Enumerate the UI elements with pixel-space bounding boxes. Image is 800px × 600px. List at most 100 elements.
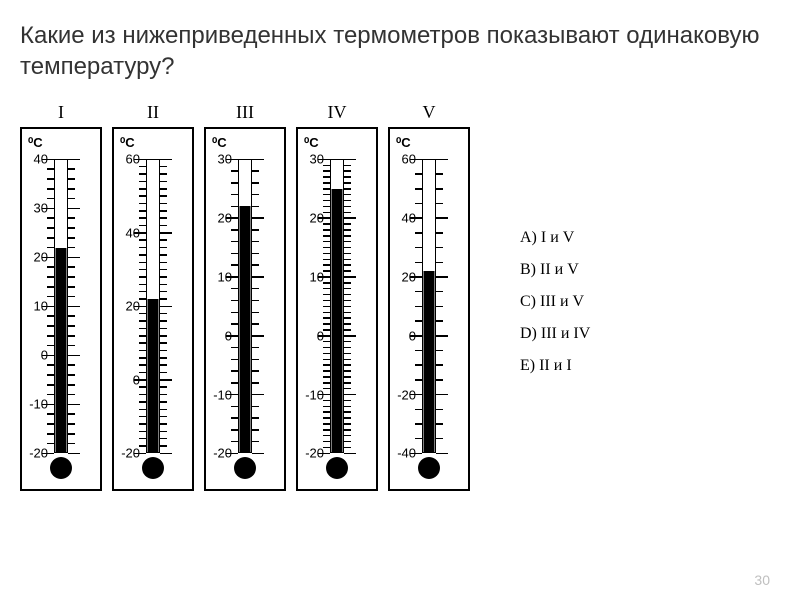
tick-major bbox=[344, 217, 356, 219]
thermometer-V: V⁰C-40-200204060 bbox=[388, 102, 470, 491]
tick-minor bbox=[231, 429, 238, 431]
tick-major bbox=[68, 257, 80, 259]
tick-minor bbox=[139, 188, 146, 190]
tick-minor bbox=[436, 379, 443, 381]
tick-minor bbox=[47, 413, 54, 415]
tick-minor bbox=[160, 409, 167, 411]
tick-minor bbox=[436, 203, 443, 205]
tick-minor bbox=[139, 181, 146, 183]
tick-label: 0 bbox=[118, 372, 140, 387]
tick-minor bbox=[415, 173, 422, 175]
tick-minor bbox=[47, 423, 54, 425]
scale-area: -200204060 bbox=[114, 159, 192, 453]
scale-area: -20-10010203040 bbox=[22, 159, 100, 453]
tick-minor bbox=[160, 247, 167, 249]
tick-minor bbox=[68, 168, 75, 170]
tick-label: 40 bbox=[118, 225, 140, 240]
tick-minor bbox=[68, 296, 75, 298]
tick-minor bbox=[252, 300, 259, 302]
answer-option[interactable]: C) III и V bbox=[520, 286, 590, 318]
tick-minor bbox=[231, 359, 238, 361]
answer-option[interactable]: E) II и I bbox=[520, 350, 590, 382]
tick-minor bbox=[160, 372, 167, 374]
tick-minor bbox=[139, 225, 146, 227]
tick-major bbox=[252, 453, 264, 455]
tick-minor bbox=[344, 206, 351, 208]
tick-minor bbox=[139, 166, 146, 168]
tick-minor bbox=[323, 176, 330, 178]
tick-minor bbox=[415, 364, 422, 366]
answer-option[interactable]: D) III и IV bbox=[520, 318, 590, 350]
thermo-roman-label: V bbox=[423, 102, 436, 123]
tick-label: -20 bbox=[118, 446, 140, 461]
tick-minor bbox=[160, 210, 167, 212]
tick-minor bbox=[344, 270, 351, 272]
tick-minor bbox=[323, 447, 330, 449]
tick-minor bbox=[323, 376, 330, 378]
tick-major bbox=[344, 453, 356, 455]
tick-minor bbox=[252, 241, 259, 243]
tick-minor bbox=[323, 341, 330, 343]
answer-option[interactable]: A) I и V bbox=[520, 222, 590, 254]
tick-minor bbox=[47, 286, 54, 288]
tick-minor bbox=[160, 195, 167, 197]
tick-minor bbox=[323, 259, 330, 261]
tick-minor bbox=[231, 170, 238, 172]
tick-major bbox=[252, 217, 264, 219]
tick-minor bbox=[252, 441, 259, 443]
tick-minor bbox=[323, 359, 330, 361]
tick-minor bbox=[415, 438, 422, 440]
tick-minor bbox=[68, 178, 75, 180]
tick-minor bbox=[160, 291, 167, 293]
tick-major bbox=[160, 306, 172, 308]
tick-minor bbox=[231, 182, 238, 184]
thermo-roman-label: III bbox=[236, 102, 254, 123]
tick-minor bbox=[68, 374, 75, 376]
thermo-roman-label: IV bbox=[328, 102, 347, 123]
tick-minor bbox=[160, 203, 167, 205]
tick-minor bbox=[139, 291, 146, 293]
tick-minor bbox=[344, 170, 351, 172]
tick-label: -10 bbox=[302, 387, 324, 402]
tick-label: 60 bbox=[118, 152, 140, 167]
tick-minor bbox=[68, 276, 75, 278]
tick-label: 20 bbox=[26, 250, 48, 265]
tick-minor bbox=[252, 288, 259, 290]
answer-option[interactable]: B) II и V bbox=[520, 254, 590, 286]
tick-label: 20 bbox=[394, 269, 416, 284]
tick-minor bbox=[436, 438, 443, 440]
tick-minor bbox=[68, 325, 75, 327]
tick-minor bbox=[68, 315, 75, 317]
tick-minor bbox=[323, 200, 330, 202]
tick-major bbox=[160, 232, 172, 234]
tick-minor bbox=[139, 298, 146, 300]
tick-minor bbox=[68, 433, 75, 435]
tick-minor bbox=[415, 306, 422, 308]
tick-minor bbox=[47, 394, 54, 396]
tick-minor bbox=[160, 364, 167, 366]
tick-minor bbox=[139, 409, 146, 411]
tick-major bbox=[160, 453, 172, 455]
tick-minor bbox=[344, 182, 351, 184]
tick-major bbox=[344, 335, 356, 337]
tick-minor bbox=[160, 298, 167, 300]
thermo-bulb-icon bbox=[418, 457, 440, 479]
tick-minor bbox=[344, 229, 351, 231]
tick-minor bbox=[252, 323, 259, 325]
tick-minor bbox=[436, 188, 443, 190]
tick-minor bbox=[139, 423, 146, 425]
tick-minor bbox=[436, 232, 443, 234]
tick-minor bbox=[344, 382, 351, 384]
tick-minor bbox=[160, 342, 167, 344]
tick-major bbox=[68, 208, 80, 210]
tick-minor bbox=[344, 300, 351, 302]
tick-minor bbox=[139, 386, 146, 388]
tick-major bbox=[160, 379, 172, 381]
tick-minor bbox=[323, 306, 330, 308]
tick-label: 20 bbox=[210, 211, 232, 226]
content-row: I⁰C-20-10010203040II⁰C-200204060III⁰C-20… bbox=[20, 102, 780, 491]
tick-minor bbox=[68, 217, 75, 219]
tick-minor bbox=[252, 194, 259, 196]
mercury-fill bbox=[240, 206, 251, 453]
tick-minor bbox=[323, 353, 330, 355]
